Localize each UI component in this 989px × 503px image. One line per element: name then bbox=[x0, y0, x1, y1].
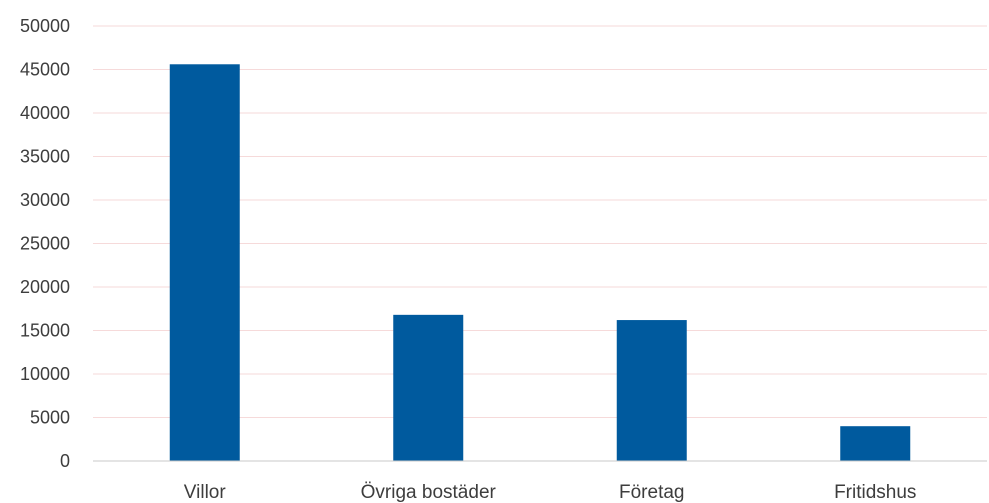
x-tick-label: Företag bbox=[619, 482, 684, 503]
y-tick-label: 15000 bbox=[20, 321, 70, 341]
y-tick-label: 30000 bbox=[20, 190, 70, 210]
x-tick-label: Övriga bostäder bbox=[361, 482, 497, 503]
bar bbox=[616, 320, 687, 461]
y-tick-label: 50000 bbox=[20, 16, 70, 36]
bars bbox=[169, 64, 911, 461]
y-tick-label: 45000 bbox=[20, 60, 70, 80]
y-axis-ticks: 0 5000 10000 15000 20000 25000 30000 35000 40000… bbox=[20, 16, 70, 471]
x-axis-labels: Villor Övriga bostäder Företag Fritidshus bbox=[184, 482, 917, 503]
y-tick-label: 0 bbox=[60, 451, 70, 471]
y-tick-label: 20000 bbox=[20, 277, 70, 297]
x-tick-label: Villor bbox=[184, 482, 227, 503]
y-tick-label: 40000 bbox=[20, 103, 70, 123]
bar bbox=[169, 64, 240, 461]
gridlines bbox=[93, 25, 987, 418]
y-tick-label: 10000 bbox=[20, 364, 70, 384]
y-tick-label: 25000 bbox=[20, 234, 70, 254]
x-tick-label: Fritidshus bbox=[834, 482, 916, 503]
bar bbox=[393, 314, 464, 461]
bar bbox=[840, 426, 911, 461]
y-tick-label: 35000 bbox=[20, 147, 70, 167]
y-tick-label: 5000 bbox=[30, 408, 70, 428]
